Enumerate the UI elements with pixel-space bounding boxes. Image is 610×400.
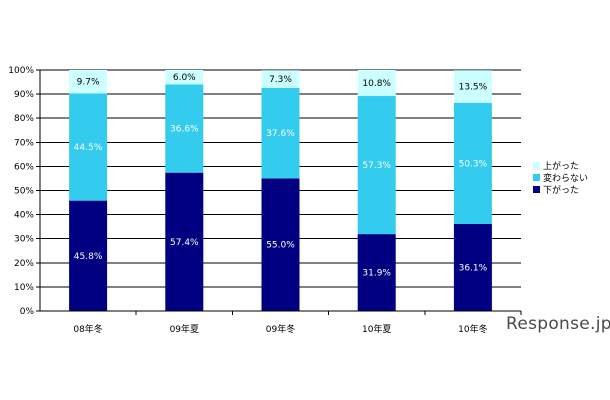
data-label: 44.5%: [74, 143, 103, 153]
bar-segment: [69, 70, 108, 94]
bar-segment: [453, 102, 492, 224]
y-tick-label: 30%: [14, 235, 34, 245]
bar-segment: [261, 70, 300, 88]
data-label: 50.3%: [459, 159, 488, 169]
legend-swatch: [533, 174, 540, 181]
data-label: 57.3%: [362, 161, 391, 171]
legend-swatch: [533, 186, 540, 193]
data-label: 36.6%: [170, 125, 199, 135]
watermark-logo: Response.jp: [506, 314, 610, 334]
data-label: 57.4%: [170, 238, 199, 248]
y-tick-label: 40%: [14, 211, 34, 221]
x-tick-label: 10年夏: [362, 323, 391, 335]
y-tick-label: 0%: [20, 307, 35, 317]
data-label: 36.1%: [459, 263, 488, 273]
legend-label: 変わらない: [543, 172, 588, 184]
y-tick-label: 20%: [14, 259, 34, 269]
bar-segment: [453, 223, 492, 311]
bar-segment: [357, 234, 396, 311]
data-label: 9.7%: [77, 78, 100, 88]
data-label: 31.9%: [362, 269, 391, 279]
data-label: 55.0%: [266, 241, 295, 251]
data-label: 45.8%: [74, 252, 103, 262]
bar-segment: [69, 200, 108, 311]
bar-segment: [261, 87, 300, 179]
bar-segment: [357, 70, 396, 97]
x-tick-label: 09年冬: [266, 323, 295, 335]
bar-segment: [261, 178, 300, 311]
y-tick-label: 10%: [14, 283, 34, 293]
x-tick-label: 08年冬: [73, 323, 102, 335]
bar-segment: [165, 172, 204, 311]
bar-segment: [165, 84, 204, 173]
legend-label: 上がった: [543, 160, 579, 172]
x-tick-label: 09年夏: [170, 323, 199, 335]
data-label: 37.6%: [266, 129, 295, 139]
y-tick-label: 70%: [14, 138, 34, 148]
y-tick-label: 90%: [14, 90, 34, 100]
data-label: 6.0%: [173, 73, 196, 83]
y-tick-label: 50%: [14, 187, 34, 197]
bar-segment: [69, 93, 108, 201]
data-label: 10.8%: [362, 79, 391, 89]
y-tick-label: 80%: [14, 114, 34, 124]
y-tick-label: 60%: [14, 162, 34, 172]
data-label: 13.5%: [459, 83, 488, 93]
data-label: 7.3%: [269, 75, 292, 85]
bar-segment: [357, 96, 396, 235]
legend-swatch: [533, 162, 540, 169]
y-tick-label: 100%: [8, 66, 34, 76]
x-tick-label: 10年冬: [458, 323, 487, 335]
bar-segment: [453, 70, 492, 103]
bar-segment: [165, 70, 204, 85]
legend-label: 下がった: [543, 184, 579, 196]
